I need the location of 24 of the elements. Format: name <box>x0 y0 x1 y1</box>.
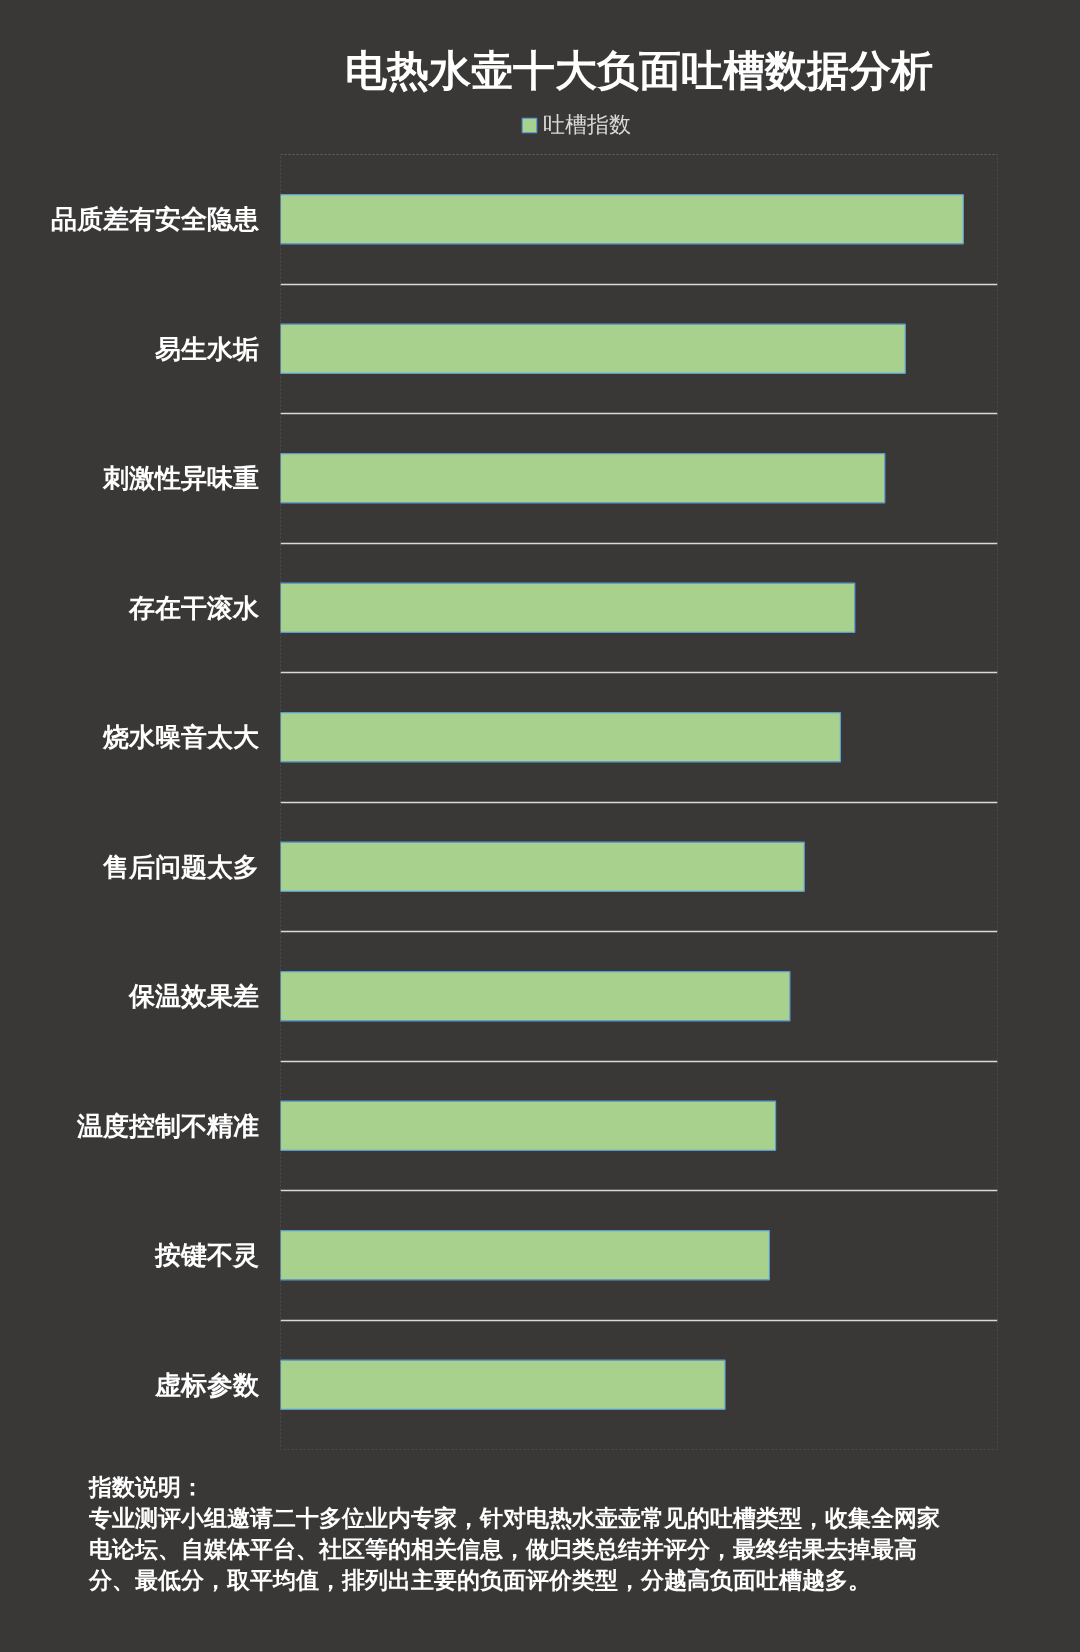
text: 专业测评小组邀请二十多位业内专家，针对电热水壶壶常见的吐槽类型，收集全网家电论坛、自媒体平台、社区等的相关信息，做归类总结并评分，最终结果去掉最高分、最低分，取平均值，排列出主要的负面评价类型，分越高负面吐槽越多。 <box>89 1505 941 1595</box>
y-tick-label: 保温效果差 <box>127 981 259 1012</box>
bar <box>280 1100 777 1151</box>
y-tick-label: 存在干滚水 <box>127 592 260 623</box>
chart-title: 电热水壶十大负面吐槽数据分析 <box>345 45 933 95</box>
y-tick-label: 按键不灵 <box>153 1240 259 1271</box>
y-tick-label: 温度控制不精准 <box>75 1110 259 1141</box>
bar <box>280 1230 771 1281</box>
y-tick-label: 烧水噪音太大 <box>101 722 260 753</box>
y-tick-label: 易生水垢 <box>153 333 259 364</box>
legend-label: 吐槽指数 <box>543 111 631 139</box>
y-tick-label: 品质差有安全隐患 <box>50 204 259 235</box>
bar <box>280 582 856 633</box>
y-tick-label: 售后问题太多 <box>101 851 259 882</box>
y-tick-label: 虚标参数 <box>153 1369 260 1400</box>
bar <box>280 971 791 1022</box>
bar <box>280 194 964 245</box>
text: 指数说明： <box>89 1474 205 1502</box>
bar <box>280 712 842 763</box>
y-tick-label: 刺激性异味重 <box>101 463 259 494</box>
bar <box>280 841 805 892</box>
bar <box>280 323 906 374</box>
bar <box>280 453 886 504</box>
bar <box>280 1359 726 1410</box>
